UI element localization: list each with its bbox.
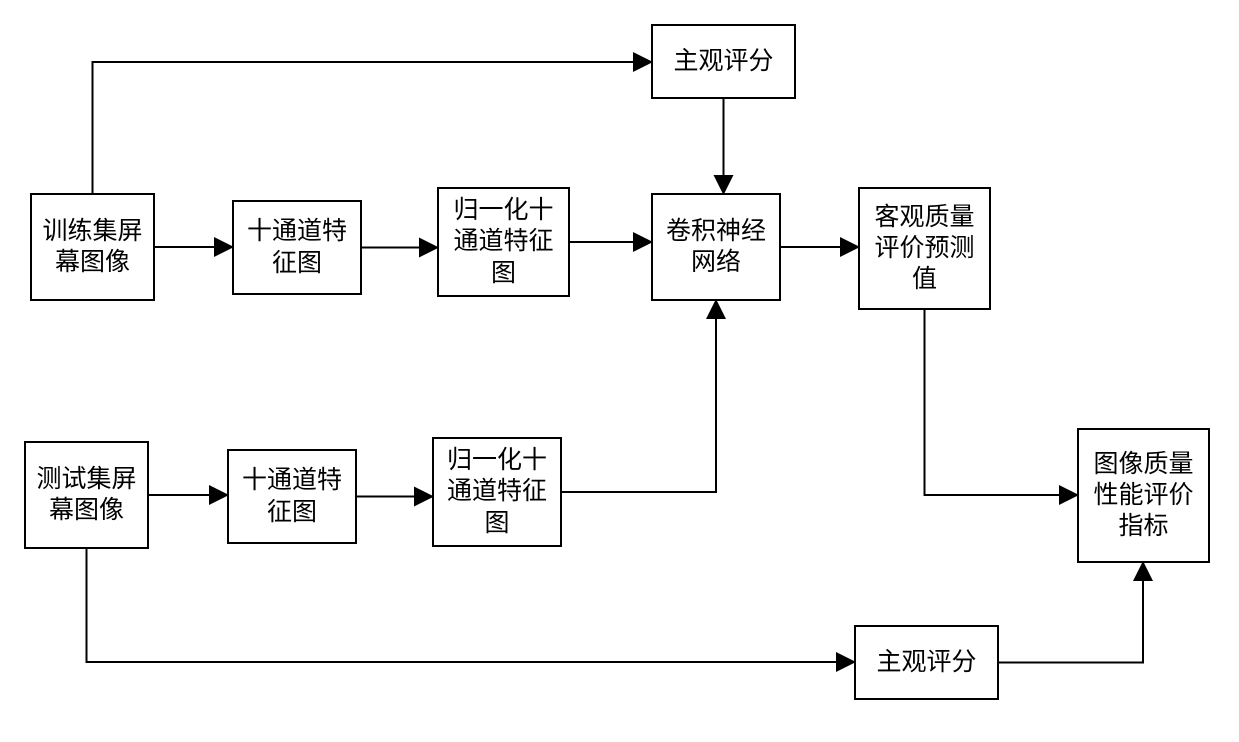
- node-ten_ch_top: 十通道特征图: [232, 200, 362, 295]
- edge-obj_pred-to-perf_metric: [925, 310, 1078, 495]
- node-label: 训练集屏幕图像: [36, 216, 149, 279]
- node-label: 主观评分: [673, 46, 773, 77]
- node-subjective_top: 主观评分: [651, 24, 796, 99]
- edge-train_set-to-subjective_top: [93, 62, 652, 193]
- node-norm_top: 归一化十通道特征图: [437, 187, 570, 297]
- node-label: 测试集屏幕图像: [30, 464, 143, 527]
- node-perf_metric: 图像质量性能评价指标: [1077, 428, 1210, 563]
- node-cnn: 卷积神经网络: [651, 193, 781, 301]
- edge-test_set-to-subjective_bot: [87, 549, 855, 662]
- node-label: 客观质量评价预测值: [864, 202, 985, 296]
- node-label: 卷积神经网络: [657, 216, 775, 279]
- node-subjective_bot: 主观评分: [854, 625, 999, 700]
- node-label: 归一化十通道特征图: [443, 195, 564, 289]
- node-test_set: 测试集屏幕图像: [24, 441, 149, 549]
- edge-subjective_bot-to-perf_metric: [999, 563, 1143, 663]
- node-label: 图像质量性能评价指标: [1083, 449, 1204, 543]
- node-label: 十通道特征图: [233, 465, 351, 528]
- edge-norm_bot-to-cnn: [562, 301, 716, 492]
- node-obj_pred: 客观质量评价预测值: [858, 187, 991, 310]
- node-train_set: 训练集屏幕图像: [30, 193, 155, 301]
- edge-layer: [87, 62, 1144, 663]
- node-label: 主观评分: [876, 647, 976, 678]
- node-norm_bot: 归一化十通道特征图: [432, 437, 562, 547]
- node-ten_ch_bot: 十通道特征图: [227, 449, 357, 544]
- node-label: 十通道特征图: [238, 216, 356, 279]
- node-label: 归一化十通道特征图: [438, 445, 556, 539]
